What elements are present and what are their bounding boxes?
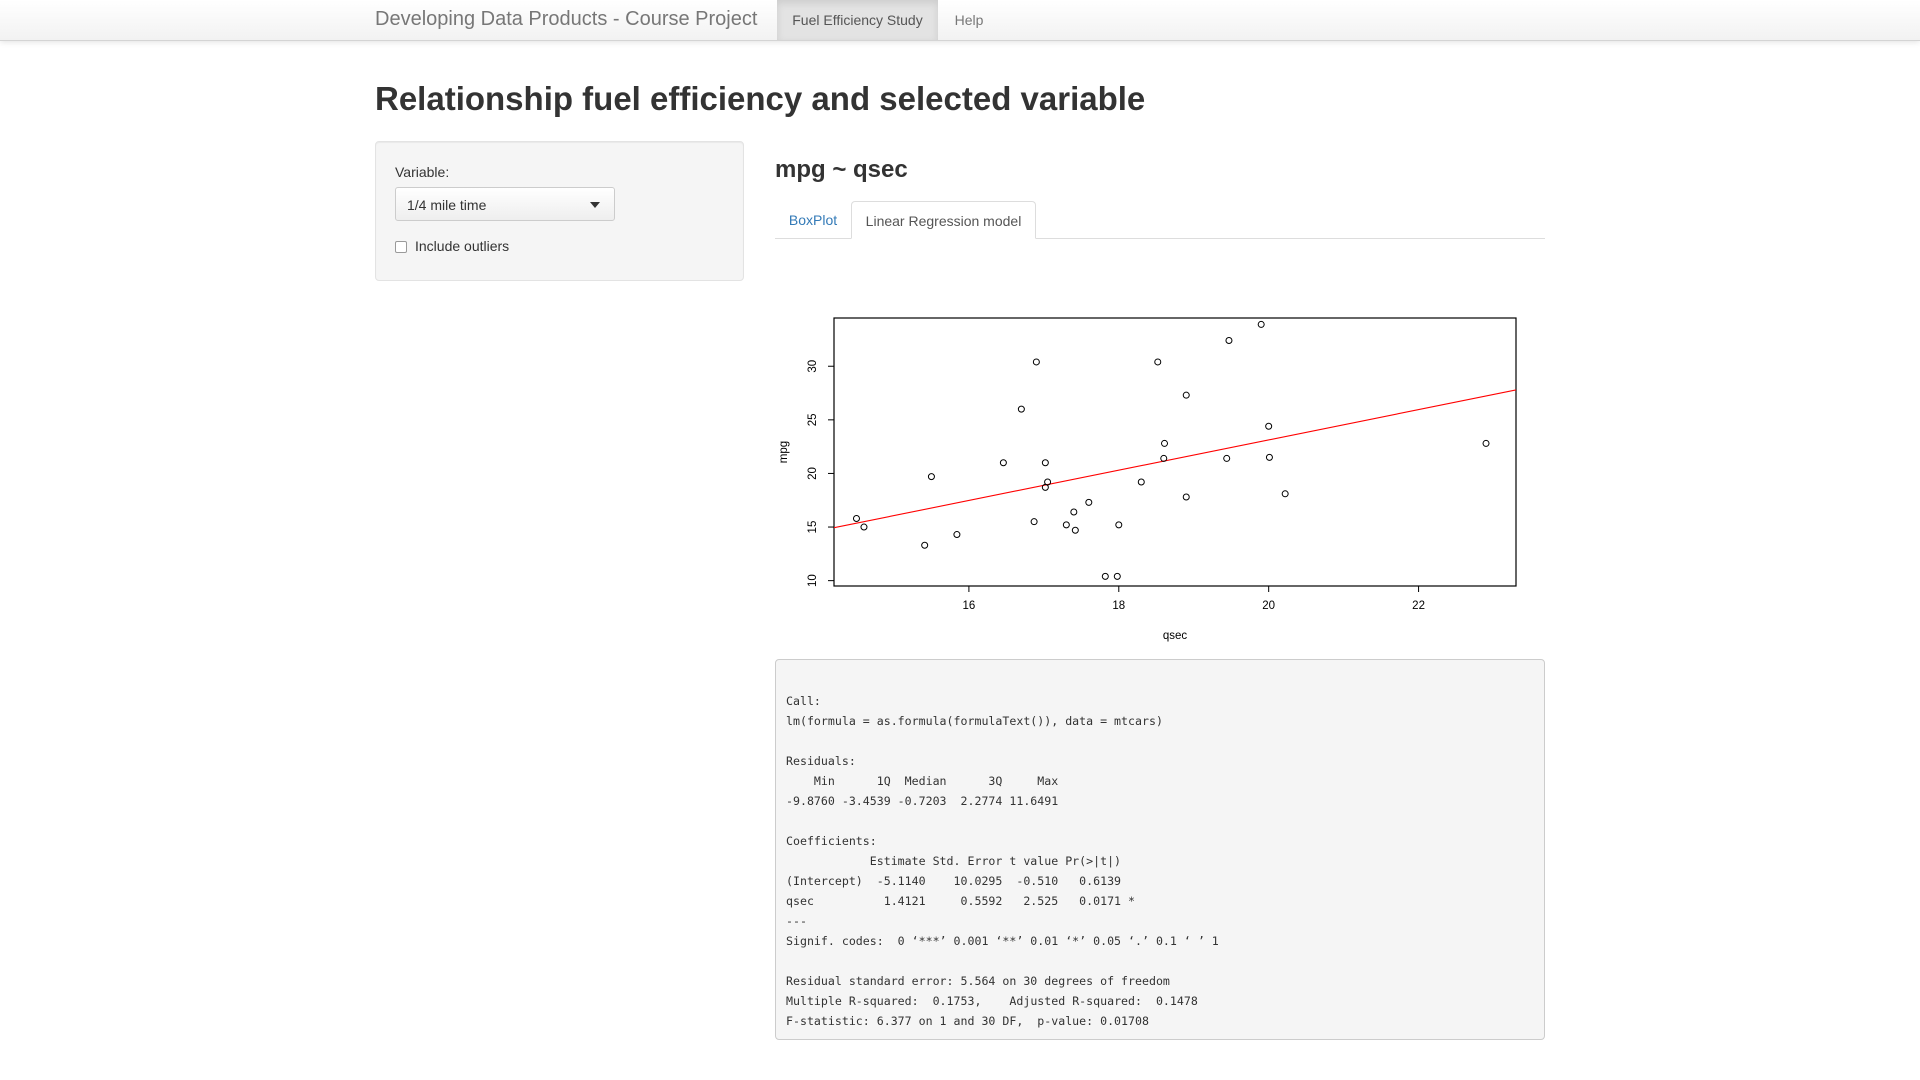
data-point	[1041, 459, 1049, 467]
navbar: Developing Data Products - Course Projec…	[0, 0, 1920, 41]
summary-line: F-statistic: 6.377 on 1 and 30 DF, p-val…	[786, 1014, 1149, 1028]
summary-line: -9.8760 -3.4539 -0.7203 2.2774 11.6491	[786, 794, 1059, 808]
data-point	[1182, 391, 1190, 399]
y-tick-label: 20	[807, 467, 819, 480]
data-point	[1085, 498, 1093, 506]
summary-line: Coefficients:	[786, 834, 877, 848]
data-point	[1182, 493, 1190, 501]
variable-label: Variable:	[395, 164, 450, 180]
variable-select[interactable]: 1/4 mile time	[395, 187, 615, 221]
data-point	[1032, 358, 1040, 366]
data-point	[1265, 453, 1273, 461]
summary-line: Signif. codes: 0 ‘***’ 0.001 ‘**’ 0.01 ‘…	[786, 934, 1219, 948]
summary-line: Estimate Std. Error t value Pr(>|t|)	[869, 854, 1122, 868]
y-axis-title: mpg	[778, 441, 790, 463]
data-point	[1070, 508, 1078, 516]
page-title: Relationship fuel efficiency and selecte…	[375, 80, 1146, 117]
include-outliers-checkbox[interactable]	[395, 241, 407, 253]
summary-line: lm(formula = as.formula(formulaText()), …	[786, 714, 1163, 728]
data-point	[1257, 320, 1265, 328]
data-point	[852, 514, 860, 522]
summary-line: ---	[786, 914, 807, 928]
y-tick-label: 10	[807, 574, 819, 587]
tabs-divider	[775, 238, 1545, 239]
data-point	[1101, 572, 1109, 580]
data-point	[1281, 490, 1289, 498]
data-point	[1137, 478, 1145, 486]
summary-line: qsec 1.4121 0.5592 2.525 0.0171 *	[786, 894, 1136, 908]
data-point	[1113, 572, 1121, 580]
data-point	[860, 523, 868, 531]
regression-summary-output: Call: lm(formula = as.formula(formulaTex…	[775, 659, 1545, 1040]
y-tick-label: 15	[807, 521, 819, 534]
data-point	[1265, 422, 1273, 430]
tab-boxplot[interactable]: BoxPlot	[788, 212, 838, 228]
data-point	[1115, 521, 1123, 529]
data-point	[1044, 478, 1052, 486]
summary-line: Call:	[786, 694, 821, 708]
nav-tab-fuel-efficiency-study[interactable]: Fuel Efficiency Study	[777, 0, 938, 40]
summary-line: Residual standard error: 5.564 on 30 deg…	[786, 974, 1170, 988]
include-outliers-label[interactable]: Include outliers	[415, 238, 510, 254]
variable-select-value: 1/4 mile time	[407, 197, 487, 213]
summary-line: Multiple R-squared: 0.1753, Adjusted R-s…	[786, 994, 1198, 1008]
summary-line: Min 1Q Median 3Q Max	[813, 774, 1059, 788]
x-tick-label: 18	[1112, 600, 1125, 612]
data-point	[1225, 337, 1233, 345]
regression-scatter-plot: 16 18 20 22 10 15 20 25 30 qsec mpg	[778, 317, 1517, 642]
data-point	[927, 473, 935, 481]
data-point	[921, 541, 929, 549]
formula-heading: mpg ~ qsec	[775, 156, 908, 183]
data-point	[1160, 454, 1168, 462]
sidebar-panel: Variable: 1/4 mile time Include outliers	[375, 141, 744, 281]
data-point	[953, 531, 961, 539]
summary-line: Residuals:	[786, 754, 856, 768]
data-point	[1482, 439, 1490, 447]
regression-line	[834, 389, 1516, 529]
data-point	[999, 459, 1007, 467]
data-point	[1154, 358, 1162, 366]
data-point	[1030, 518, 1038, 526]
data-point	[1062, 521, 1070, 529]
data-point	[1223, 454, 1231, 462]
nav-tab-help[interactable]: Help	[954, 12, 984, 28]
data-point	[1161, 439, 1169, 447]
data-point	[1017, 405, 1025, 413]
y-tick-label: 25	[807, 413, 819, 426]
summary-line: (Intercept) -5.1140 10.0295 -0.510 0.613…	[786, 874, 1122, 888]
tab-linear-regression-model[interactable]: Linear Regression model	[851, 201, 1036, 239]
x-axis-title: qsec	[1163, 630, 1188, 642]
x-tick-label: 22	[1412, 600, 1425, 612]
caret-down-icon	[590, 202, 600, 208]
plot-frame	[833, 317, 1517, 587]
x-tick-label: 16	[963, 600, 976, 612]
data-point	[1071, 526, 1079, 534]
y-tick-label: 30	[807, 360, 819, 373]
navbar-brand[interactable]: Developing Data Products - Course Projec…	[375, 8, 758, 30]
x-tick-label: 20	[1262, 600, 1275, 612]
